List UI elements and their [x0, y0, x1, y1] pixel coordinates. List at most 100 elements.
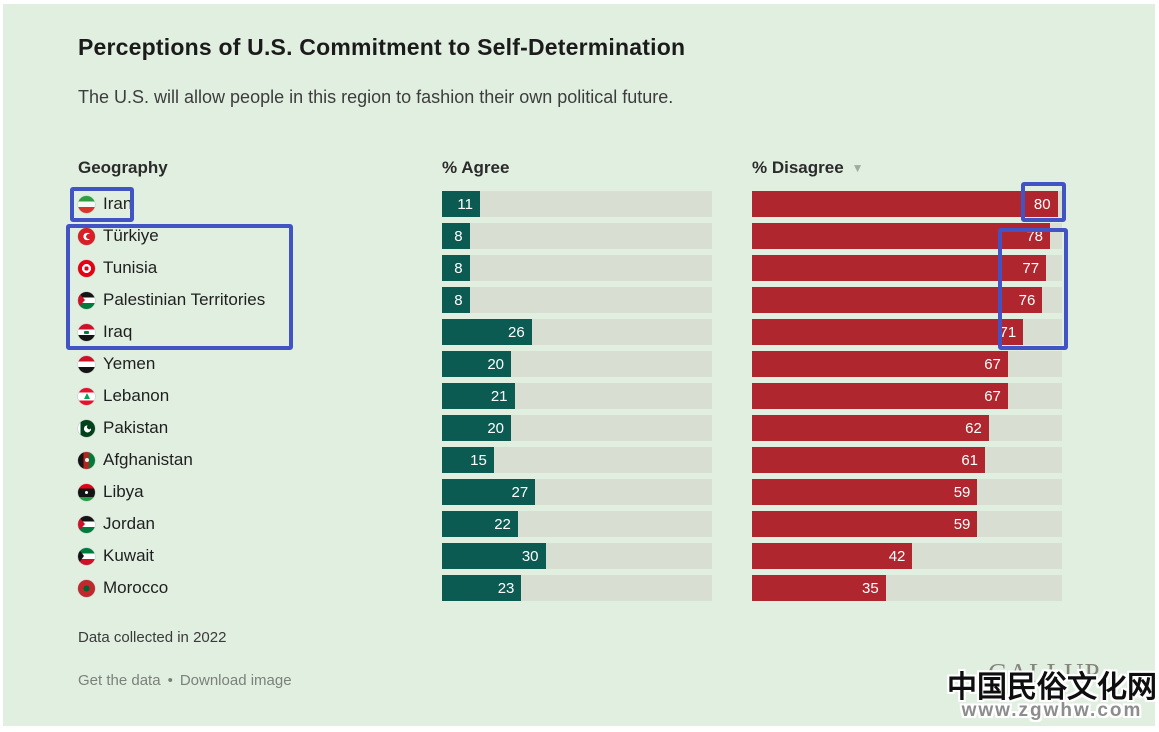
- table-row: Palestinian Territories 8 76: [78, 287, 1155, 313]
- palestinian-territories-flag-icon: [78, 291, 95, 309]
- geography-cell: Jordan: [78, 514, 442, 534]
- disagree-value: 61: [961, 451, 978, 469]
- disagree-bar-track: 59: [752, 511, 1062, 537]
- table-row: Jordan 22 59: [78, 511, 1155, 537]
- afghanistan-flag-icon: [78, 451, 95, 469]
- disagree-value: 35: [862, 579, 879, 597]
- disagree-bar-track: 67: [752, 383, 1062, 409]
- chart-subtitle: The U.S. will allow people in this regio…: [78, 87, 674, 107]
- tunisia-flag-icon: [78, 259, 95, 277]
- disagree-bar[interactable]: 62: [752, 415, 989, 441]
- geography-label: Iraq: [103, 322, 133, 341]
- disagree-bar[interactable]: 76: [752, 287, 1043, 313]
- disagree-bar[interactable]: 78: [752, 223, 1050, 249]
- table-body: Iran 11 80 Türkiye 8: [78, 191, 1155, 601]
- disagree-bar-track: 42: [752, 543, 1062, 569]
- geography-cell: Iran: [78, 194, 442, 214]
- agree-bar-track: 11: [442, 191, 712, 217]
- agree-bar-track: 21: [442, 383, 712, 409]
- agree-value: 23: [497, 579, 515, 597]
- column-header-disagree-label: % Disagree: [752, 158, 844, 177]
- table-row: Lebanon 21 67: [78, 383, 1155, 409]
- disagree-bar[interactable]: 80: [752, 191, 1058, 217]
- agree-bar[interactable]: 15: [442, 447, 494, 473]
- table-header: Geography % Agree % Disagree ▼: [78, 158, 1155, 178]
- disagree-value: 67: [984, 355, 1001, 373]
- agree-value: 27: [511, 483, 529, 501]
- libya-flag-icon: [78, 483, 95, 501]
- column-header-disagree[interactable]: % Disagree ▼: [752, 158, 1062, 178]
- agree-bar[interactable]: 11: [442, 191, 480, 217]
- agree-bar[interactable]: 8: [442, 287, 470, 313]
- agree-bar[interactable]: 27: [442, 479, 536, 505]
- chart-title: Perceptions of U.S. Commitment to Self-D…: [78, 34, 686, 60]
- disagree-bar[interactable]: 35: [752, 575, 886, 601]
- geography-cell: Pakistan: [78, 418, 442, 438]
- table-row: Tunisia 8 77: [78, 255, 1155, 281]
- pakistan-flag-icon: [78, 419, 95, 437]
- agree-value: 15: [470, 451, 487, 469]
- disagree-bar-track: 61: [752, 447, 1062, 473]
- agree-bar[interactable]: 8: [442, 255, 470, 281]
- disagree-bar[interactable]: 42: [752, 543, 913, 569]
- agree-bar[interactable]: 22: [442, 511, 518, 537]
- disagree-value: 77: [1022, 259, 1040, 277]
- iran-flag-icon: [78, 195, 95, 213]
- disagree-value: 59: [953, 515, 971, 533]
- geography-cell: Kuwait: [78, 546, 442, 566]
- table-row: Kuwait 30 42: [78, 543, 1155, 569]
- link-separator: •: [167, 672, 173, 689]
- get-data-link[interactable]: Get the data: [78, 672, 161, 689]
- disagree-bar-track: 77: [752, 255, 1062, 281]
- watermark-url: www.zgwhw.com: [961, 700, 1143, 721]
- geography-label: Morocco: [103, 578, 169, 597]
- disagree-bar[interactable]: 67: [752, 351, 1008, 377]
- column-header-geography[interactable]: Geography: [78, 158, 168, 177]
- watermark-site-name: 中国民俗文化网: [947, 670, 1157, 705]
- download-image-link[interactable]: Download image: [179, 672, 292, 689]
- geography-cell: Afghanistan: [78, 450, 442, 470]
- disagree-bar-track: 35: [752, 575, 1062, 601]
- lebanon-flag-icon: [78, 387, 95, 405]
- disagree-value: 71: [999, 323, 1017, 341]
- table-row: Türkiye 8 78: [78, 223, 1155, 249]
- table-row: Yemen 20 67: [78, 351, 1155, 377]
- gallup-logo: GALLUP: [988, 658, 1101, 688]
- disagree-bar[interactable]: 59: [752, 479, 978, 505]
- agree-bar-track: 20: [442, 351, 712, 377]
- agree-bar[interactable]: 20: [442, 415, 511, 441]
- agree-value: 20: [487, 355, 504, 373]
- data-note: Data collected in 2022: [78, 629, 227, 646]
- agree-bar[interactable]: 21: [442, 383, 515, 409]
- agree-bar[interactable]: 23: [442, 575, 522, 601]
- table-row: Iran 11 80: [78, 191, 1155, 217]
- geography-cell: Morocco: [78, 578, 442, 598]
- disagree-bar[interactable]: 59: [752, 511, 978, 537]
- disagree-value: 78: [1026, 227, 1043, 245]
- geography-cell: Palestinian Territories: [78, 290, 442, 310]
- agree-bar[interactable]: 30: [442, 543, 546, 569]
- disagree-bar-track: 76: [752, 287, 1062, 313]
- table-row: Pakistan 20 62: [78, 415, 1155, 441]
- disagree-bar[interactable]: 77: [752, 255, 1047, 281]
- column-header-agree[interactable]: % Agree: [442, 158, 510, 177]
- jordan-flag-icon: [78, 515, 95, 533]
- turkiye-flag-icon: [78, 227, 95, 245]
- geography-label: Tunisia: [103, 258, 158, 277]
- agree-value: 22: [494, 515, 511, 533]
- geography-label: Palestinian Territories: [103, 290, 266, 309]
- agree-bar[interactable]: 26: [442, 319, 532, 345]
- agree-bar[interactable]: 20: [442, 351, 511, 377]
- disagree-bar[interactable]: 71: [752, 319, 1024, 345]
- geography-label: Jordan: [103, 514, 155, 533]
- table-row: Afghanistan 15 61: [78, 447, 1155, 473]
- geography-label: Libya: [103, 482, 144, 501]
- disagree-bar[interactable]: 61: [752, 447, 985, 473]
- disagree-bar[interactable]: 67: [752, 383, 1008, 409]
- geography-cell: Lebanon: [78, 386, 442, 406]
- sort-descending-icon[interactable]: ▼: [851, 161, 864, 175]
- yemen-flag-icon: [78, 355, 95, 373]
- disagree-value: 42: [888, 547, 906, 565]
- agree-bar[interactable]: 8: [442, 223, 470, 249]
